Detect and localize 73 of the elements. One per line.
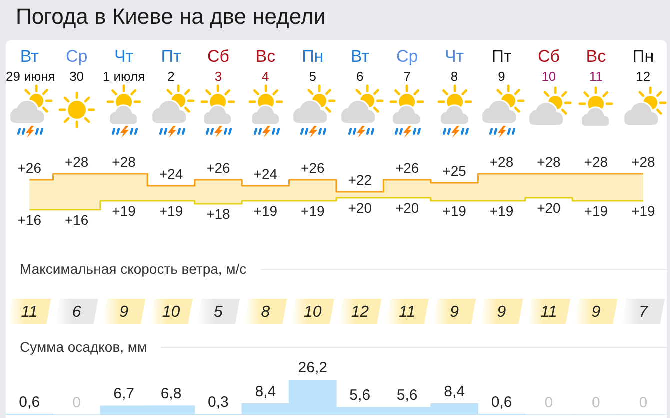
x-tick-label: Пн 5 bbox=[301, 46, 325, 85]
data-label: 5,6 bbox=[396, 387, 418, 404]
data-label: 0 bbox=[639, 394, 648, 412]
data-label: +26 bbox=[301, 160, 325, 176]
data-label: 11 bbox=[399, 304, 416, 321]
x-tick-label: Пт 9 bbox=[490, 46, 513, 85]
x-tick-label: Вт 6 bbox=[350, 46, 370, 85]
data-label: +28 bbox=[112, 154, 136, 170]
x-tick-label: Ср 7 bbox=[395, 46, 420, 85]
data-label: +24 bbox=[254, 166, 278, 182]
data-label: +28 bbox=[584, 154, 608, 170]
data-label: 5,6 bbox=[350, 387, 371, 404]
data-label: +22 bbox=[348, 172, 372, 188]
x-tick-label: Вт 29 июня bbox=[6, 46, 56, 85]
data-label: 12 bbox=[351, 304, 370, 321]
data-label: +19 bbox=[442, 202, 467, 219]
data-label: 9 bbox=[497, 304, 506, 321]
data-label: 10 bbox=[304, 304, 322, 321]
data-label: 0,6 bbox=[19, 394, 40, 411]
data-label: +26 bbox=[206, 160, 231, 176]
data-label: +19 bbox=[112, 202, 136, 219]
data-label: 8,4 bbox=[255, 383, 276, 400]
data-label: 9 bbox=[450, 304, 460, 321]
data-label: +24 bbox=[159, 166, 184, 182]
data-label: +25 bbox=[442, 162, 467, 179]
data-label: +19 bbox=[254, 202, 278, 219]
data-label: 6,8 bbox=[160, 386, 182, 403]
data-label: 26,2 bbox=[298, 360, 328, 377]
data-label: +28 bbox=[537, 154, 562, 170]
text: Максимальная скорость ветра, м/с bbox=[20, 260, 247, 278]
data-label: +19 bbox=[584, 202, 608, 219]
data-label: +18 bbox=[206, 206, 231, 222]
data-label: 7 bbox=[638, 304, 649, 321]
x-tick-label: Пн 12 bbox=[632, 46, 656, 85]
data-label: 0,3 bbox=[208, 394, 229, 412]
x-tick-label: Сб 10 bbox=[536, 46, 561, 85]
data-label: +19 bbox=[632, 202, 656, 219]
data-label: +19 bbox=[159, 202, 184, 219]
x-tick-label: Вс 4 bbox=[254, 46, 277, 85]
data-label: 0 bbox=[544, 394, 554, 412]
data-label: +16 bbox=[64, 212, 89, 228]
data-label: 9 bbox=[120, 304, 129, 321]
data-label: 11 bbox=[21, 304, 38, 321]
x-tick-label: Ср 30 bbox=[64, 46, 89, 84]
data-label: 8 bbox=[261, 304, 270, 321]
x-tick-label: Чт 1 июля bbox=[102, 46, 146, 85]
data-label: 0 bbox=[592, 394, 600, 412]
data-label: +28 bbox=[632, 154, 656, 170]
data-label: 6,7 bbox=[114, 386, 134, 403]
data-label: 9 bbox=[592, 304, 601, 321]
data-label: +20 bbox=[537, 200, 562, 216]
data-label: +16 bbox=[18, 212, 42, 228]
chart-title: Сумма осадков, мм bbox=[20, 338, 148, 356]
data-label: +19 bbox=[301, 202, 325, 219]
data-label: 5 bbox=[214, 304, 224, 321]
data-label: 0,6 bbox=[491, 394, 512, 411]
data-label: 11 bbox=[540, 304, 558, 321]
data-label: 8,4 bbox=[444, 383, 465, 400]
data-label: +26 bbox=[18, 160, 42, 176]
x-tick-label: Пт 2 bbox=[160, 46, 182, 85]
data-label: +20 bbox=[348, 200, 372, 216]
data-label: +28 bbox=[490, 154, 514, 170]
data-label: 10 bbox=[162, 304, 180, 321]
data-label: +20 bbox=[395, 200, 420, 216]
data-label: 0 bbox=[72, 394, 81, 412]
x-tick-label: Чт 8 bbox=[444, 46, 466, 85]
x-tick-label: Сб 3 bbox=[206, 46, 230, 85]
data-label: +19 bbox=[490, 202, 514, 219]
data-label: +28 bbox=[64, 154, 89, 170]
data-label: 6 bbox=[72, 304, 82, 321]
data-label: +26 bbox=[395, 160, 420, 176]
chart-title: Погода в Киеве на две недели bbox=[16, 3, 326, 31]
x-tick-label: Вс 11 bbox=[585, 46, 608, 85]
